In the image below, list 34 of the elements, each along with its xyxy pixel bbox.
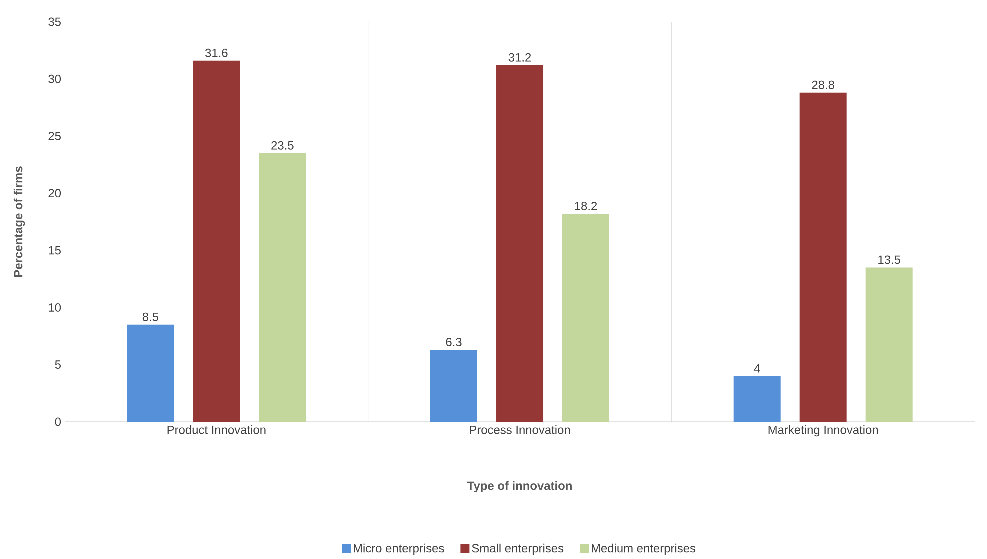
bar xyxy=(259,153,306,422)
y-tick-label: 35 xyxy=(48,18,61,26)
bar xyxy=(734,376,781,422)
y-axis-title: Percentage of firms xyxy=(14,166,26,277)
bar xyxy=(496,65,544,422)
data-label: 6.3 xyxy=(446,338,462,346)
y-tick-label: 15 xyxy=(49,246,61,255)
data-label: 31.6 xyxy=(205,48,228,58)
y-tick-label: 0 xyxy=(55,418,62,426)
bar xyxy=(562,214,610,422)
legend-label: Small enterprises xyxy=(472,544,564,556)
legend-label: Micro enterprises xyxy=(354,544,444,556)
bar xyxy=(800,92,847,422)
bar xyxy=(430,350,478,422)
data-label: 28.8 xyxy=(812,80,834,90)
y-tick-label: 20 xyxy=(48,189,62,198)
x-tick-label: Product Innovation xyxy=(168,426,266,434)
x-tick-label: Marketing Innovation xyxy=(768,426,878,437)
bar xyxy=(127,324,174,422)
y-tick-label: 25 xyxy=(48,132,61,140)
data-label: 23.5 xyxy=(272,141,294,150)
y-tick-label: 5 xyxy=(55,360,61,370)
data-label: 8.5 xyxy=(142,312,158,322)
x-tick-label: Process Innovation xyxy=(470,426,570,434)
y-tick-label: 10 xyxy=(49,303,62,312)
legend-label: Medium enterprises xyxy=(592,544,696,556)
bar xyxy=(866,268,913,422)
data-label: 31.2 xyxy=(508,53,532,62)
x-axis-title: Type of innovation xyxy=(467,481,572,493)
bar xyxy=(193,60,240,422)
data-label: 18.2 xyxy=(575,202,598,210)
data-label: 13.5 xyxy=(878,256,900,264)
data-label: 4 xyxy=(754,364,760,373)
y-tick-label: 30 xyxy=(48,74,62,84)
